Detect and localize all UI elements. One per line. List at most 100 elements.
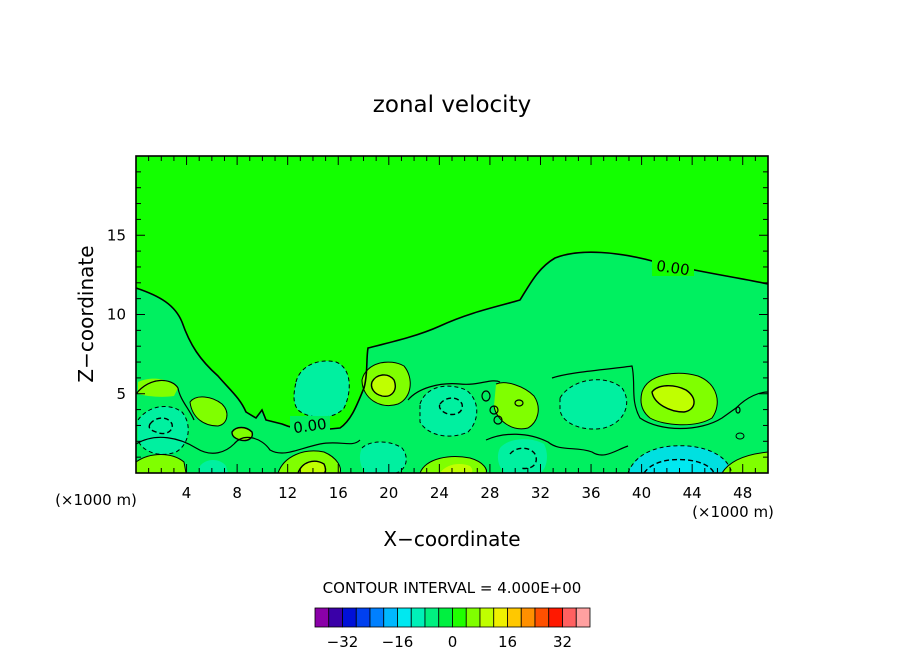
- x-axis-unit-right: (×1000 m): [692, 503, 774, 521]
- pos-contour: [419, 456, 487, 474]
- x-tick-label: 8: [232, 484, 242, 502]
- y-tick-labels: 5 10 15: [107, 226, 126, 403]
- pos-contour: [189, 396, 228, 427]
- y-tick-label: 5: [116, 385, 126, 403]
- x-tick-label: 40: [632, 484, 651, 502]
- zero-contour-label: 0.00: [655, 257, 691, 279]
- colorbar-tick-label: 32: [553, 633, 572, 651]
- x-tick-label: 16: [329, 484, 348, 502]
- colorbar: [314, 607, 591, 628]
- small-contour: [489, 405, 499, 415]
- zero-contour: [135, 436, 361, 454]
- x-tick-label: 32: [531, 484, 550, 502]
- x-tick-label: 24: [430, 484, 449, 502]
- zero-contour: [407, 380, 501, 401]
- colorbar-tick-label: 16: [498, 633, 517, 651]
- colorbar-tick-label: −32: [327, 633, 359, 651]
- x-tick-label: 36: [581, 484, 600, 502]
- small-contour: [493, 415, 503, 425]
- plot-area: 0.00 0.00: [135, 155, 769, 474]
- colorbar-swatch: [397, 607, 412, 628]
- x-tick-label: 20: [379, 484, 398, 502]
- neg-contour: [148, 417, 173, 435]
- colorbar-swatch: [410, 607, 426, 628]
- y-tick-label: 10: [107, 306, 126, 324]
- colorbar-swatch: [342, 607, 357, 628]
- pos-contour: [640, 372, 718, 426]
- neg-contour: [559, 379, 627, 430]
- pos-contour: [651, 385, 695, 413]
- colorbar-swatch: [548, 607, 563, 628]
- colorbar-swatch: [438, 607, 453, 628]
- pos-contour: [370, 374, 396, 397]
- small-contour: [735, 406, 741, 414]
- y-axis-title: Z−coordinate: [74, 245, 98, 382]
- x-axis-title: X−coordinate: [383, 527, 520, 551]
- neg-contour: [643, 458, 715, 474]
- neg-contour: [137, 405, 189, 455]
- pos-contour: [721, 451, 769, 474]
- zero-contour: [135, 251, 769, 431]
- colorbar-swatch: [493, 607, 508, 628]
- colorbar-labels: −32 −16 0 16 32: [327, 633, 572, 651]
- small-contour: [514, 399, 524, 407]
- zero-label-background: [290, 416, 330, 434]
- colorbar-tick-label: 0: [448, 633, 458, 651]
- colorbar-swatch: [479, 607, 495, 628]
- neg-contour: [627, 445, 733, 474]
- contour-interval-text: CONTOUR INTERVAL = 4.000E+00: [323, 579, 582, 597]
- contour-lines: [135, 251, 769, 474]
- pos-contour: [277, 450, 341, 474]
- x-tick-label: 48: [733, 484, 752, 502]
- positive-cell: [371, 374, 396, 397]
- colorbar-swatch: [369, 607, 385, 628]
- colorbar-swatch: [383, 607, 398, 628]
- zero-contour: [135, 379, 195, 421]
- negative-cell: [359, 442, 407, 473]
- colorbar-swatch: [452, 607, 467, 628]
- positive-cell: [190, 396, 227, 426]
- y-tick-label: 15: [107, 226, 126, 244]
- zero-label-background: [652, 258, 694, 276]
- negative-cell: [497, 439, 547, 473]
- zero-contour: [485, 433, 629, 456]
- colorbar-tick-label: −16: [382, 633, 414, 651]
- chart-title: zonal velocity: [373, 92, 531, 118]
- x-tick-label: 4: [182, 484, 192, 502]
- colorbar-swatch: [424, 607, 440, 628]
- zero-contour: [551, 365, 769, 430]
- negative-cell: [198, 460, 228, 473]
- colorbar-swatch: [575, 607, 591, 628]
- neg-contour: [419, 385, 478, 437]
- colorbar-swatch: [314, 607, 330, 628]
- negative-cell: [560, 379, 627, 430]
- colorbar-swatch: [328, 607, 343, 628]
- small-contour: [735, 432, 745, 440]
- pos-contour: [135, 454, 187, 474]
- pos-contour: [231, 426, 254, 442]
- positive-cell: [722, 452, 768, 473]
- x-tick-label: 28: [480, 484, 499, 502]
- negative-cell: [420, 386, 477, 437]
- x-axis-unit-left: (×1000 m): [55, 491, 137, 509]
- colorbar-swatch: [465, 607, 481, 628]
- neg-contour: [293, 360, 350, 418]
- negative-cell: [138, 406, 189, 455]
- neg-contour: [509, 447, 537, 470]
- small-contour: [481, 390, 491, 402]
- negative-core: [644, 459, 714, 473]
- x-tick-label: 12: [278, 484, 297, 502]
- zero-contour-label: 0.00: [292, 415, 328, 437]
- colorbar-swatch: [520, 607, 536, 628]
- colorbar-swatch: [355, 607, 371, 628]
- pos-contour: [493, 382, 539, 430]
- colorbar-swatch: [507, 607, 522, 628]
- pos-contour: [361, 361, 411, 406]
- neg-contour: [438, 397, 463, 416]
- neg-contour: [361, 441, 407, 474]
- x-tick-label: 44: [683, 484, 702, 502]
- colorbar-swatch: [562, 607, 577, 628]
- x-tick-labels: 4 8 12 16 20 24 28 32 36 40 44 48: [182, 484, 752, 502]
- colorbar-swatch: [534, 607, 550, 628]
